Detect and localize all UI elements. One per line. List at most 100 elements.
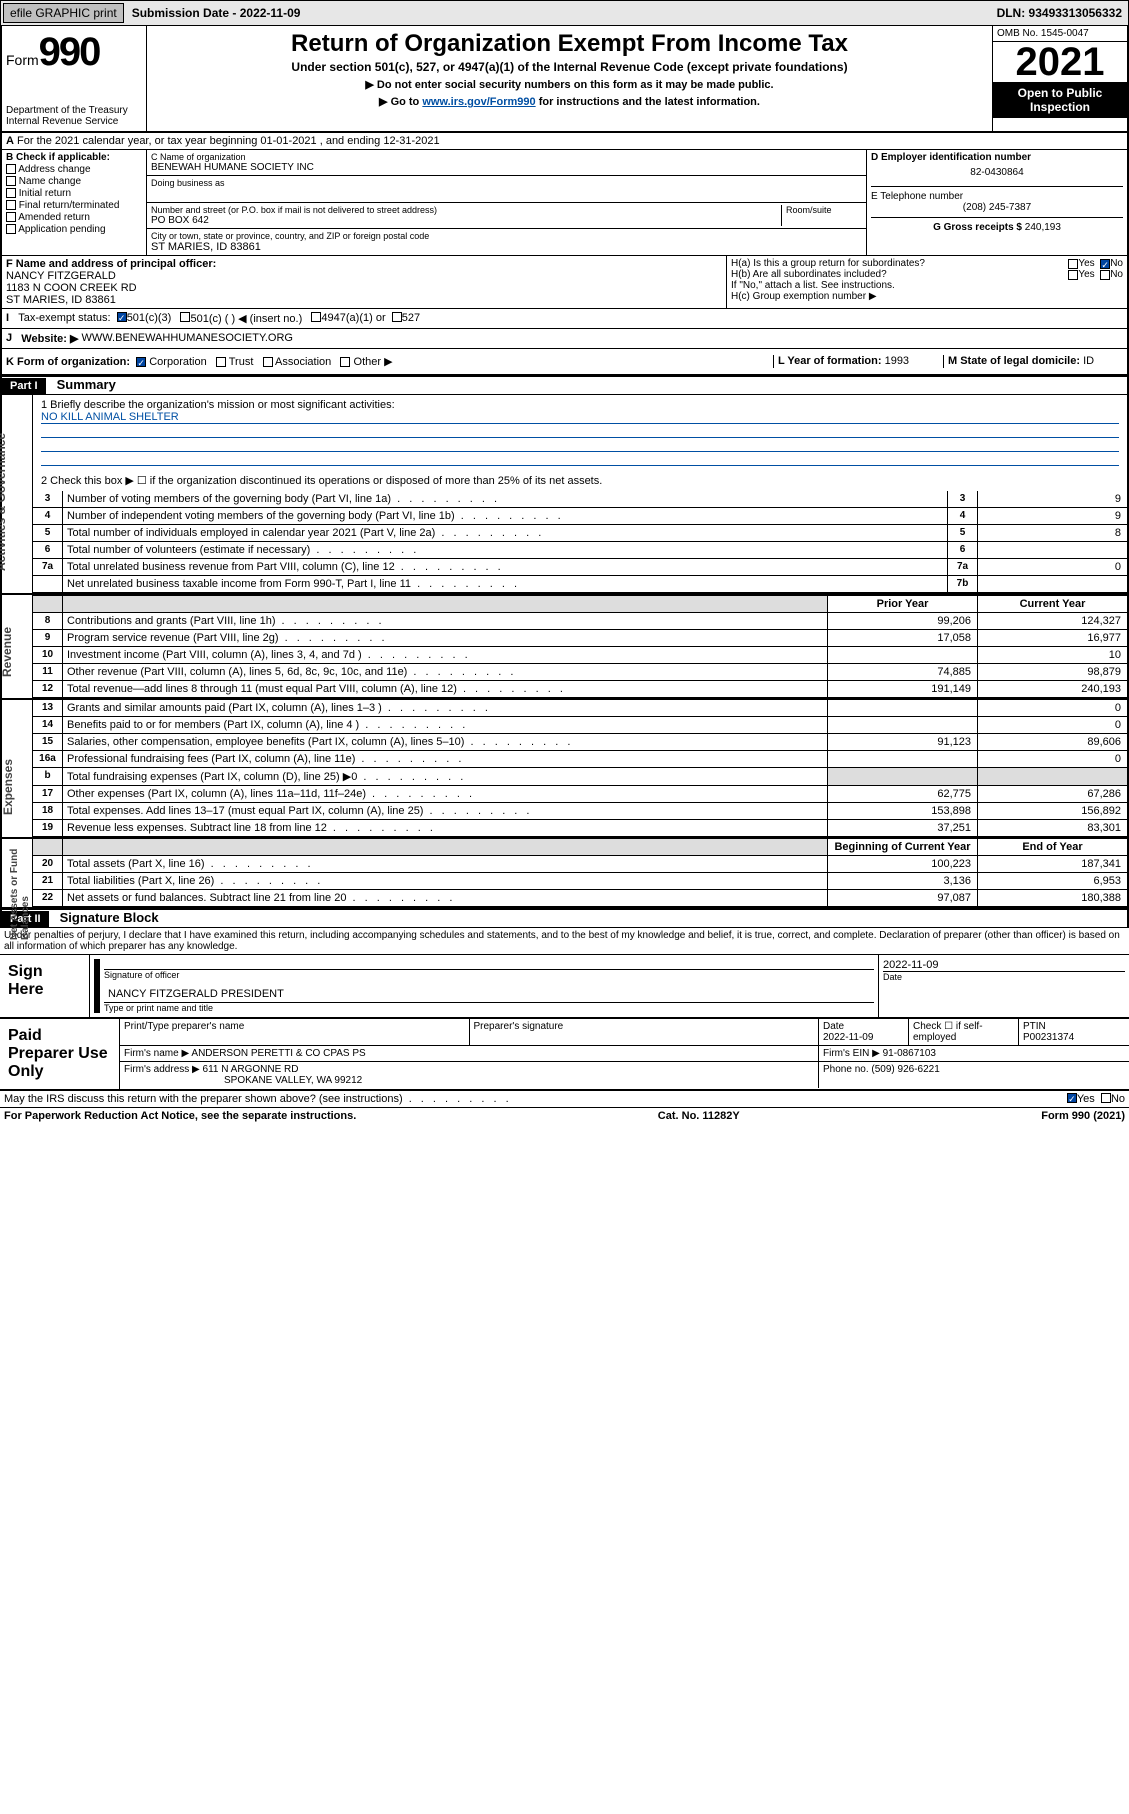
data-row: b Total fundraising expenses (Part IX, c… (33, 768, 1127, 786)
lbl-app-pending: Application pending (18, 224, 105, 235)
checkbox-other[interactable] (340, 357, 350, 367)
net-hdr-blank2 (63, 839, 827, 855)
checkbox-corp[interactable] (136, 357, 146, 367)
checkbox-name-change[interactable] (6, 176, 16, 186)
side-tab-revenue: Revenue (0, 627, 14, 677)
gov-row: 3 Number of voting members of the govern… (33, 491, 1127, 508)
checkbox-501c[interactable] (180, 312, 190, 322)
row-num: 10 (33, 647, 63, 663)
row-prior (827, 700, 977, 716)
opt-corp: Corporation (149, 356, 206, 368)
activities-governance-section: Activities & Governance 1 Briefly descri… (0, 395, 1129, 595)
preparer-sig-label: Preparer's signature (470, 1019, 820, 1045)
form-header: Form 990 Department of the Treasury Inte… (0, 26, 1129, 133)
submission-date: Submission Date - 2022-11-09 (132, 6, 301, 20)
phone-value: (208) 245-7387 (871, 202, 1123, 213)
checkbox-ha-yes[interactable] (1068, 259, 1078, 269)
checkbox-4947[interactable] (311, 312, 321, 322)
row-current: 156,892 (977, 803, 1127, 819)
ein-label: D Employer identification number (871, 152, 1123, 163)
checkbox-final-return[interactable] (6, 200, 16, 210)
checkbox-initial-return[interactable] (6, 188, 16, 198)
row-desc: Net assets or fund balances. Subtract li… (63, 890, 827, 906)
checkbox-501c3[interactable] (117, 312, 127, 322)
org-name: BENEWAH HUMANE SOCIETY INC (151, 162, 862, 173)
row-num: 18 (33, 803, 63, 819)
org-name-label: C Name of organization (151, 152, 862, 162)
row-desc: Benefits paid to or for members (Part IX… (63, 717, 827, 733)
row-current: 16,977 (977, 630, 1127, 646)
row-num: 4 (33, 508, 63, 524)
checkbox-hb-no[interactable] (1100, 270, 1110, 280)
opt-assoc: Association (275, 356, 331, 368)
checkbox-discuss-no[interactable] (1101, 1093, 1111, 1103)
checkbox-trust[interactable] (216, 357, 226, 367)
data-row: 22 Net assets or fund balances. Subtract… (33, 890, 1127, 907)
officer-addr1: 1183 N COON CREEK RD (6, 282, 722, 294)
officer-sig-label: Signature of officer (104, 970, 874, 980)
row-num: 11 (33, 664, 63, 680)
data-row: 18 Total expenses. Add lines 13–17 (must… (33, 803, 1127, 820)
checkbox-hb-yes[interactable] (1068, 270, 1078, 280)
lbl-yes2: Yes (1078, 269, 1094, 280)
hc-label: H(c) Group exemption number ▶ (731, 291, 1123, 302)
row-num: 17 (33, 786, 63, 802)
row-num: 13 (33, 700, 63, 716)
row-desc: Number of voting members of the governin… (63, 491, 947, 507)
lbl-no: No (1110, 258, 1123, 269)
row-prior (827, 717, 977, 733)
data-row: 11 Other revenue (Part VIII, column (A),… (33, 664, 1127, 681)
dba-label: Doing business as (151, 178, 862, 188)
row-label: 7a (947, 559, 977, 575)
firm-addr1: 611 N ARGONNE RD (203, 1064, 299, 1075)
row-num: 14 (33, 717, 63, 733)
efile-print-button[interactable]: efile GRAPHIC print (3, 3, 124, 23)
hb-label: H(b) Are all subordinates included? (731, 269, 1068, 280)
rev-hdr-blank2 (63, 596, 827, 612)
row-desc: Other revenue (Part VIII, column (A), li… (63, 664, 827, 680)
opt-501c: 501(c) ( ) ◀ (insert no.) (190, 312, 302, 325)
checkbox-address-change[interactable] (6, 164, 16, 174)
checkbox-assoc[interactable] (263, 357, 273, 367)
net-hdr-blank (33, 839, 63, 855)
row-num: 7a (33, 559, 63, 575)
domicile-label: M State of legal domicile: (948, 355, 1080, 367)
checkbox-527[interactable] (392, 312, 402, 322)
dln-label: DLN: 93493313056332 (997, 6, 1126, 20)
gov-row: 7a Total unrelated business revenue from… (33, 559, 1127, 576)
part1-header-row: Part I Summary (0, 376, 1129, 395)
firm-addr-label: Firm's address ▶ (124, 1064, 200, 1075)
form990-link[interactable]: www.irs.gov/Form990 (422, 96, 535, 108)
row-label: 4 (947, 508, 977, 524)
row-num: 16a (33, 751, 63, 767)
row-desc: Total unrelated business revenue from Pa… (63, 559, 947, 575)
checkbox-discuss-yes[interactable] (1067, 1093, 1077, 1103)
dept-treasury: Department of the Treasury (6, 105, 142, 116)
org-info-block: B Check if applicable: Address change Na… (0, 150, 1129, 256)
firm-phone-value: (509) 926-6221 (871, 1064, 939, 1075)
row-value: 0 (977, 559, 1127, 575)
data-row: 13 Grants and similar amounts paid (Part… (33, 700, 1127, 717)
sign-here-label: Sign Here (0, 955, 90, 1017)
website-value: WWW.BENEWAHHUMANESOCIETY.ORG (82, 332, 293, 345)
mission-blank1 (41, 424, 1119, 438)
open-public: Open to Public Inspection (993, 82, 1127, 118)
row-value: 9 (977, 508, 1127, 524)
gov-row: 4 Number of independent voting members o… (33, 508, 1127, 525)
checkbox-ha-no[interactable] (1100, 259, 1110, 269)
lbl-final-return: Final return/terminated (19, 200, 120, 211)
row-prior: 74,885 (827, 664, 977, 680)
firm-ein-value: 91-0867103 (883, 1048, 936, 1059)
row-desc: Program service revenue (Part VIII, line… (63, 630, 827, 646)
row-prior (827, 751, 977, 767)
row-num: 22 (33, 890, 63, 906)
data-row: 19 Revenue less expenses. Subtract line … (33, 820, 1127, 837)
checkbox-app-pending[interactable] (6, 224, 16, 234)
lbl-no2: No (1110, 269, 1123, 280)
top-bar: efile GRAPHIC print Submission Date - 20… (0, 0, 1129, 26)
checkbox-amended[interactable] (6, 212, 16, 222)
row-prior: 153,898 (827, 803, 977, 819)
tax-period: A For the 2021 calendar year, or tax yea… (0, 133, 1129, 150)
mission-blank3 (41, 452, 1119, 466)
mission-prompt: 1 Briefly describe the organization's mi… (41, 399, 1119, 411)
